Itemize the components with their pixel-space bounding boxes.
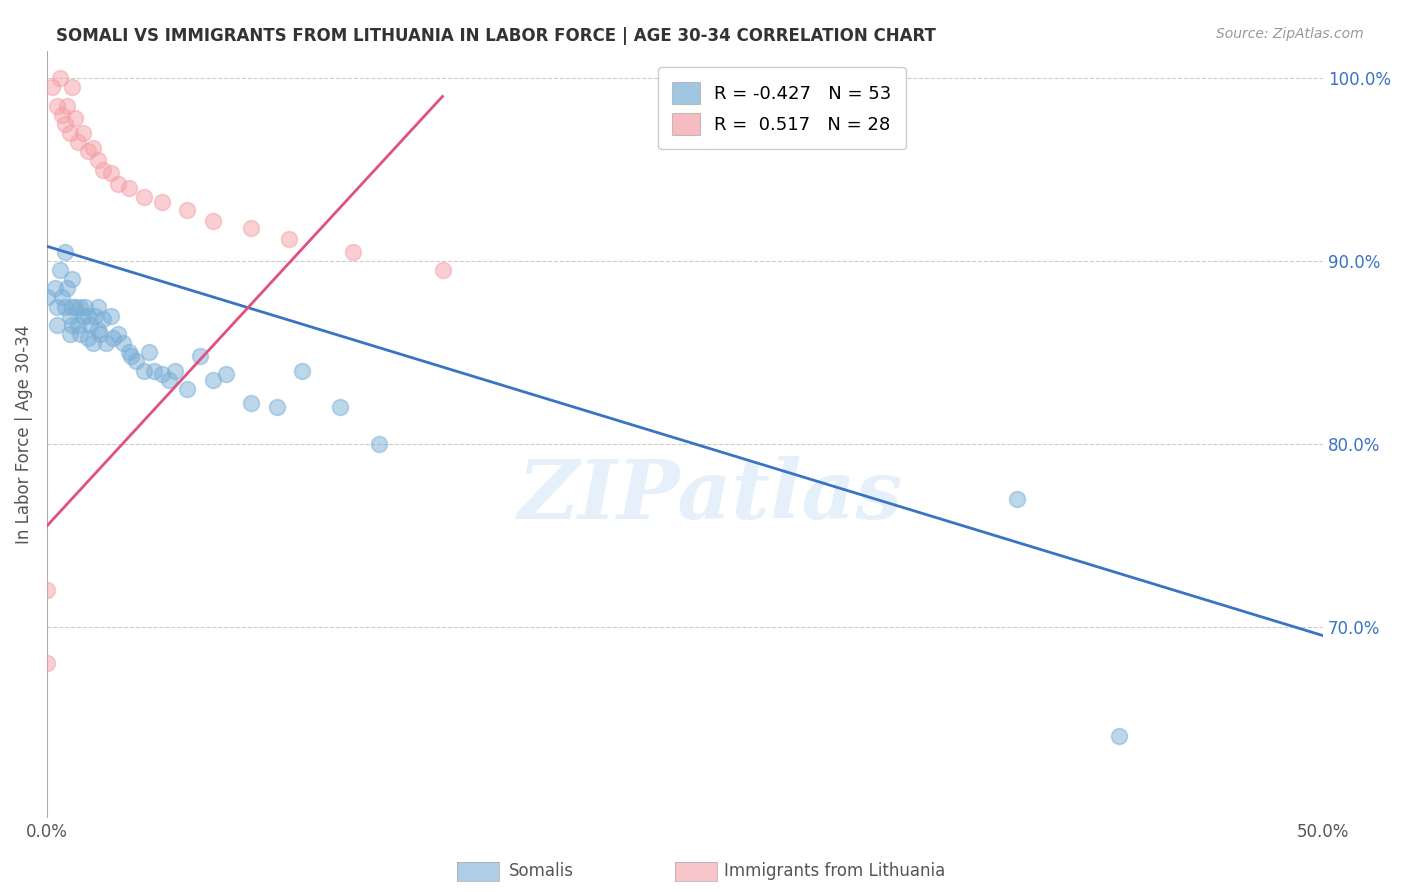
Point (66, 135, 89, 149)
Point (266, 400, 288, 414)
Point (342, 244, 364, 259)
Point (72, 309, 94, 323)
Point (69, 300, 91, 314)
Point (84, 309, 107, 323)
Point (35, 582, 58, 597)
Point (46, 300, 69, 314)
Point (63, 112, 86, 126)
Point (117, 181, 139, 195)
Point (150, 368, 173, 382)
Point (132, 363, 155, 377)
Point (48, 263, 70, 277)
Point (46, 98, 69, 112)
Point (138, 345, 160, 359)
Text: Immigrants from Lithuania: Immigrants from Lithuania (724, 863, 945, 880)
Point (66, 318, 89, 332)
Point (59, 326, 82, 341)
Point (176, 382, 198, 396)
Point (100, 166, 122, 180)
Point (163, 363, 186, 377)
Point (329, 400, 352, 414)
Point (62, 272, 84, 286)
Point (53, 244, 76, 259)
Point (82, 140, 104, 154)
Point (89, 326, 111, 341)
Point (76, 331, 98, 345)
Point (87, 153, 110, 168)
Point (51, 290, 73, 304)
Point (87, 300, 110, 314)
Point (91, 162, 114, 177)
Text: SOMALI VS IMMIGRANTS FROM LITHUANIA IN LABOR FORCE | AGE 30-34 CORRELATION CHART: SOMALI VS IMMIGRANTS FROM LITHUANIA IN L… (56, 27, 936, 45)
Point (120, 349, 142, 363)
Text: Somalis: Somalis (509, 863, 574, 880)
Point (46, 318, 69, 332)
Point (112, 336, 135, 351)
Point (107, 326, 129, 341)
Point (94, 336, 117, 351)
Point (188, 349, 211, 363)
Point (1108, 729, 1130, 743)
Point (72, 126, 94, 140)
Point (41, 80, 63, 95)
Point (157, 373, 180, 387)
Text: Source: ZipAtlas.com: Source: ZipAtlas.com (1216, 27, 1364, 41)
Point (150, 195, 173, 210)
Point (76, 309, 98, 323)
Point (367, 436, 389, 450)
Point (53, 300, 76, 314)
Point (51, 108, 73, 122)
Point (240, 396, 263, 410)
Point (214, 368, 236, 382)
Point (48, 71, 70, 86)
Point (79, 318, 101, 332)
Point (82, 336, 104, 351)
Point (278, 232, 301, 246)
Point (291, 363, 314, 377)
Point (44, 281, 66, 295)
Point (35, 656, 58, 670)
Point (63, 300, 86, 314)
Point (87, 323, 110, 337)
Point (240, 221, 263, 235)
Point (117, 345, 139, 359)
Point (59, 309, 82, 323)
Point (59, 126, 82, 140)
Point (201, 213, 224, 227)
Point (132, 190, 155, 204)
Point (62, 300, 84, 314)
Point (107, 177, 129, 191)
Point (56, 281, 79, 295)
Point (91, 312, 114, 326)
Point (69, 326, 91, 341)
Point (35, 290, 58, 304)
Point (176, 202, 198, 217)
Point (62, 80, 84, 95)
Point (125, 354, 148, 368)
Point (1005, 491, 1028, 506)
Point (56, 98, 79, 112)
Point (143, 363, 166, 377)
Point (75, 300, 97, 314)
Point (62, 318, 84, 332)
Y-axis label: In Labor Force | Age 30-34: In Labor Force | Age 30-34 (15, 325, 32, 544)
Point (100, 309, 122, 323)
Point (201, 373, 224, 387)
Text: ZIPatlas: ZIPatlas (517, 456, 903, 536)
Point (432, 263, 454, 277)
Point (103, 331, 125, 345)
Point (53, 117, 76, 131)
Point (76, 145, 98, 159)
Legend: R = -0.427   N = 53, R =  0.517   N = 28: R = -0.427 N = 53, R = 0.517 N = 28 (658, 68, 905, 149)
